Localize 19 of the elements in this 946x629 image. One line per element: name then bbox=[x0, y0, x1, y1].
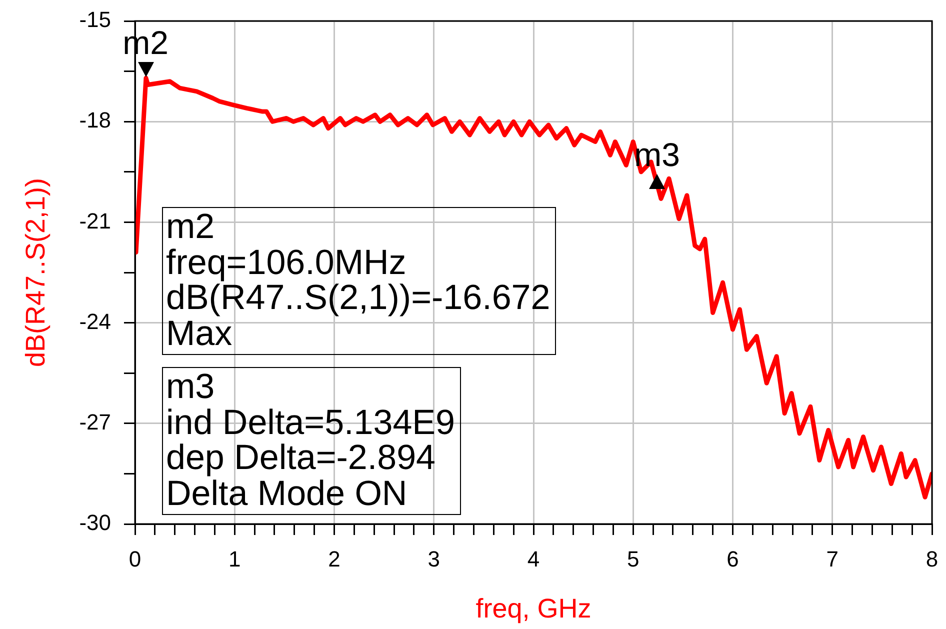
x-tick-label: 4 bbox=[527, 546, 540, 572]
text-box: m3 ind Delta=5.134E9 dep Delta=-2.894 Delta Mode ON bbox=[162, 367, 461, 515]
x-tick-label: 3 bbox=[428, 546, 440, 572]
x-tick-label: 8 bbox=[926, 546, 938, 572]
x-tick-label: 5 bbox=[627, 546, 640, 572]
text-box: m2 freq=106.0MHz dB(R47..S(2,1))=-16.672 Max bbox=[162, 207, 556, 355]
y-axis-title: dB(R47..S(2,1)) bbox=[20, 178, 51, 368]
x-axis-title: freq, GHz bbox=[476, 593, 592, 624]
x-tick-label: 6 bbox=[726, 546, 739, 572]
x-tick-label: 7 bbox=[826, 546, 838, 572]
y-tick-label: -21 bbox=[79, 208, 111, 234]
y-tick-label: -24 bbox=[79, 308, 111, 334]
x-tick-label: 0 bbox=[128, 546, 142, 572]
y-tick-label: -15 bbox=[79, 7, 111, 32]
y-tick-label: -18 bbox=[79, 108, 111, 133]
y-tick-label: -30 bbox=[79, 510, 111, 536]
y-tick-label: -27 bbox=[79, 409, 111, 434]
x-tick-label: 1 bbox=[228, 546, 241, 572]
x-tick-label: 2 bbox=[328, 546, 340, 572]
